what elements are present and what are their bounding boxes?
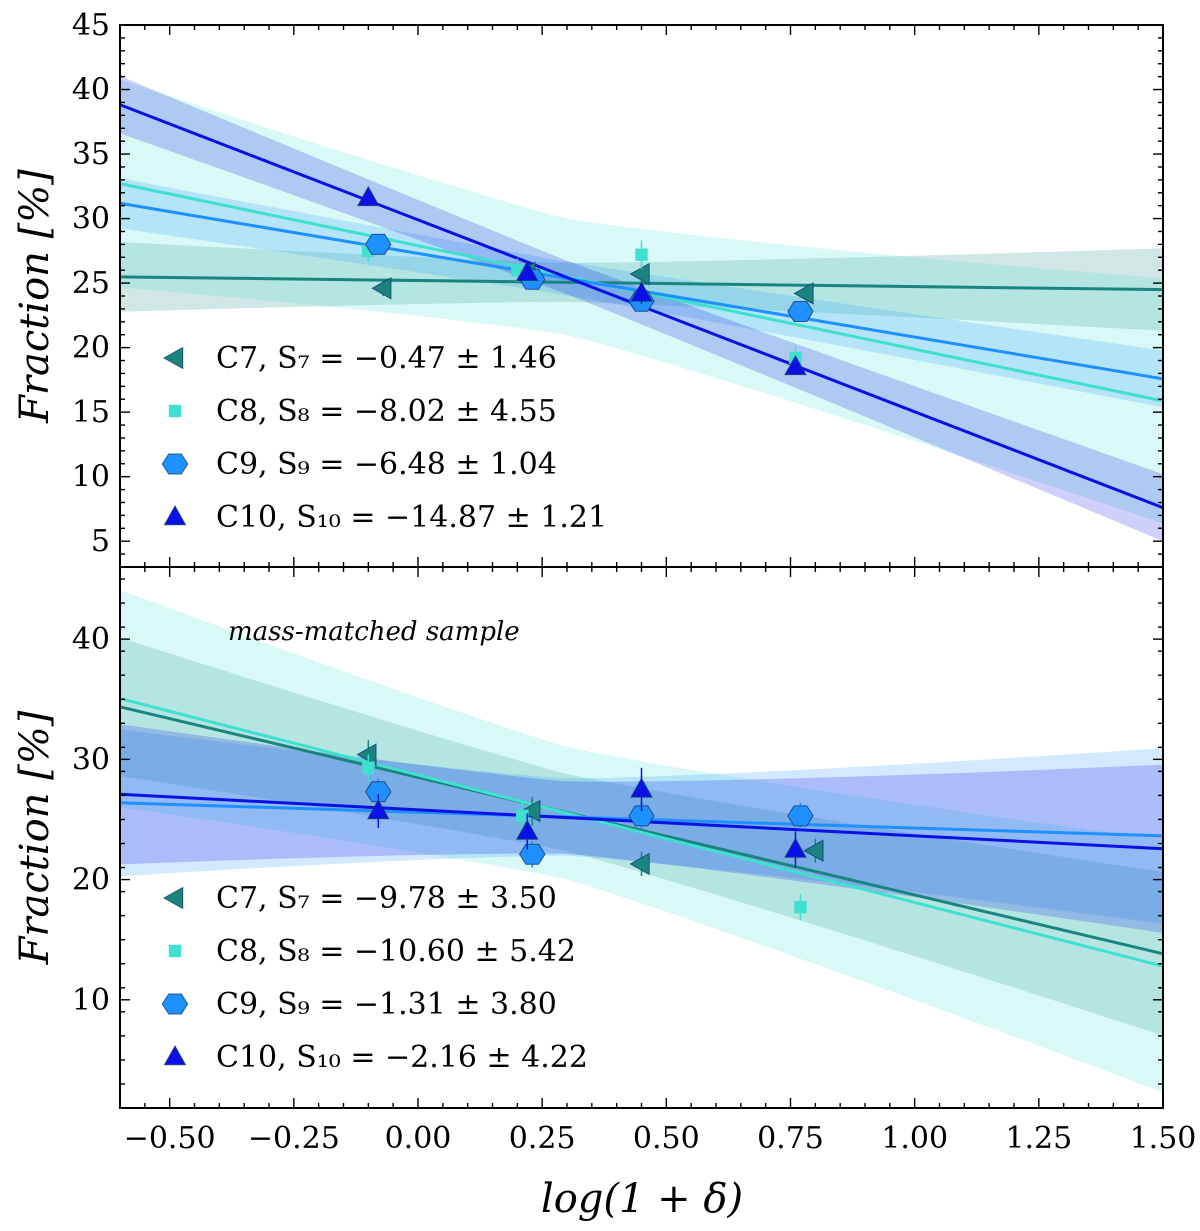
x-tick-label: 1.25 [1005, 1121, 1072, 1156]
point-c9 [787, 805, 814, 827]
y-axis-title: Fraction [%] [12, 710, 58, 965]
legend-label-c7: C7, S₇ = −0.47 ± 1.46 [216, 341, 557, 376]
point-c10 [515, 260, 539, 281]
y-tick-label: 45 [72, 8, 110, 43]
point-c7 [371, 276, 392, 300]
y-tick-label: 25 [72, 266, 110, 301]
point-c9 [519, 843, 546, 865]
top-panel: 5 10 15 20 25 30 35 40 45 Fraction [%] C7, S₇ = −0… [12, 8, 1164, 568]
point-c8 [635, 248, 648, 261]
point-c10 [366, 799, 390, 820]
legend-marker-c10 [163, 504, 187, 526]
x-axis-title: log(1 + δ) [541, 1176, 743, 1222]
point-c10 [515, 819, 539, 840]
point-c7 [629, 852, 650, 876]
x-tick-label: −0.25 [248, 1121, 340, 1156]
point-c9 [787, 301, 814, 322]
x-tick-label: −0.50 [124, 1121, 216, 1156]
legend-label-c10: C10, S₁₀ = −2.16 ± 4.22 [216, 1040, 588, 1075]
point-c7 [520, 799, 541, 823]
annotation-mass-matched: mass-matched sample [228, 617, 520, 647]
point-c9 [365, 233, 392, 255]
x-tick-label: 0.50 [633, 1121, 700, 1156]
legend: C7, S₇ = −9.78 ± 3.50 C8, S₈ = −10.60 ± 5… [161, 881, 588, 1075]
legend-label-c10: C10, S₁₀ = −14.87 ± 1.21 [216, 500, 607, 535]
legend-marker-c8 [168, 944, 182, 958]
band-c7 [120, 637, 1163, 1036]
point-c8 [794, 900, 807, 914]
y-tick-label: 5 [91, 524, 110, 559]
legend-label-c8: C8, S₈ = −10.60 ± 5.42 [216, 934, 576, 969]
point-c10 [784, 354, 807, 376]
point-c10 [784, 837, 807, 858]
y-tick-label: 20 [72, 331, 110, 366]
point-c7 [803, 839, 824, 863]
legend-marker-c9 [161, 453, 189, 475]
bottom-panel: 10 20 30 40 −0.50 −0.25 0.00 0.25 0.50 0.75 1.00 1.… [12, 566, 1197, 1156]
point-c7 [356, 743, 377, 766]
point-c10 [630, 777, 653, 798]
legend-label-c8: C8, S₈ = −8.02 ± 4.55 [216, 394, 557, 429]
fit-line-c7 [120, 705, 1163, 956]
point-c9 [365, 781, 392, 803]
legend-label-c7: C7, S₇ = −9.78 ± 3.50 [216, 881, 557, 916]
plot-area [120, 589, 1163, 1093]
legend-marker-c9 [161, 993, 189, 1015]
legend: C7, S₇ = −0.47 ± 1.46 C8, S₈ = −8.02 ± 4.… [161, 341, 607, 535]
legend-marker-c10 [163, 1044, 187, 1066]
x-tick-label: 0.25 [509, 1121, 576, 1156]
y-axis-title: Fraction [%] [12, 169, 58, 424]
x-tick-label: 0.00 [385, 1121, 452, 1156]
legend-marker-c8 [168, 404, 182, 418]
point-c9 [628, 805, 655, 827]
legend-marker-c7 [162, 886, 184, 910]
x-tick-label: 1.50 [1130, 1121, 1197, 1156]
y-tick-label: 15 [72, 395, 110, 430]
point-c8 [516, 809, 529, 823]
x-tick-label: 0.75 [757, 1121, 824, 1156]
fit-line-c8 [120, 697, 1163, 968]
y-tick-label: 30 [72, 202, 110, 237]
point-c10 [630, 281, 653, 302]
band-c8 [120, 589, 1163, 1093]
point-c10 [357, 185, 380, 207]
legend-marker-c7 [162, 346, 184, 370]
x-tick-label: 1.00 [881, 1121, 948, 1156]
y-tick-label: 30 [72, 742, 110, 777]
legend-label-c9: C9, S₉ = −6.48 ± 1.04 [216, 447, 557, 482]
y-tick-label: 35 [72, 137, 110, 172]
y-tick-label: 40 [72, 73, 110, 108]
y-tick-label: 10 [72, 983, 110, 1018]
y-tick-label: 10 [72, 460, 110, 495]
point-c7 [629, 262, 650, 286]
point-c8 [362, 761, 375, 775]
y-tick-label: 40 [72, 622, 110, 657]
legend-label-c9: C9, S₉ = −1.31 ± 3.80 [216, 987, 557, 1022]
point-c7 [793, 282, 814, 305]
y-tick-label: 20 [72, 863, 110, 898]
